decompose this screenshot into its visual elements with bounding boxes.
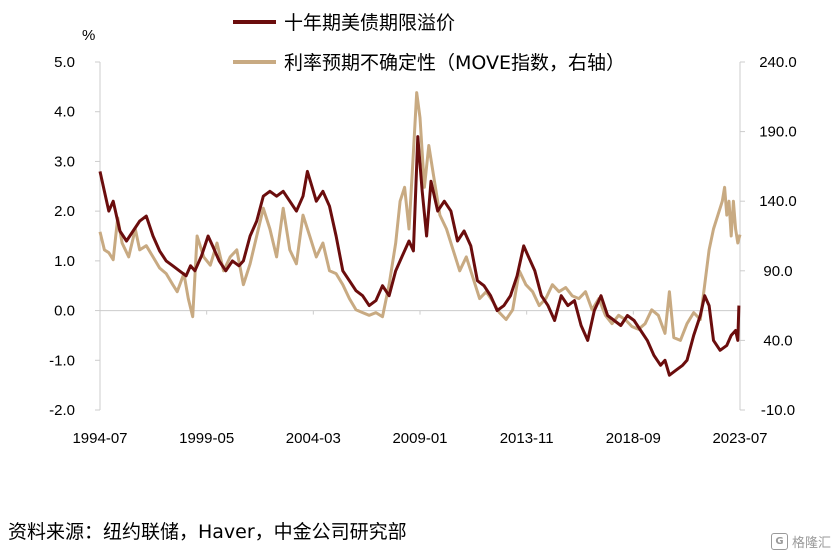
series-lines bbox=[98, 91, 742, 377]
x-tick-label: 2018-09 bbox=[606, 430, 661, 447]
watermark: G 格隆汇 bbox=[770, 532, 831, 551]
left-tick-label: 1.0 bbox=[54, 253, 75, 270]
left-tick-label: 2.0 bbox=[54, 203, 75, 220]
left-tick-label: 0.0 bbox=[54, 303, 75, 320]
left-tick-label: -1.0 bbox=[49, 352, 75, 369]
x-tick-label: 2009-01 bbox=[392, 430, 447, 447]
x-tick-label: 2023-07 bbox=[712, 430, 767, 447]
legend: 十年期美债期限溢价 利率预期不确定性（MOVE指数，右轴） bbox=[233, 12, 625, 74]
series-line-term-premium bbox=[98, 135, 741, 377]
right-tick-label: 140.0 bbox=[759, 193, 797, 210]
watermark-logo-icon: G bbox=[770, 533, 788, 550]
x-tick-label: 1994-07 bbox=[72, 430, 127, 447]
left-tick-label: -2.0 bbox=[49, 402, 75, 419]
x-tick-label: 1999-05 bbox=[179, 430, 234, 447]
left-tick-label: 4.0 bbox=[54, 104, 75, 121]
legend-label-move-index: 利率预期不确定性（MOVE指数，右轴） bbox=[284, 52, 625, 74]
right-tick-label: 40.0 bbox=[763, 332, 792, 349]
series-line-move-index bbox=[98, 91, 742, 342]
watermark-text: 格隆汇 bbox=[791, 536, 831, 551]
right-tick-label: 240.0 bbox=[759, 54, 797, 71]
x-tick-label: 2004-03 bbox=[286, 430, 341, 447]
right-tick-label: -10.0 bbox=[761, 402, 795, 419]
right-tick-label: 190.0 bbox=[759, 124, 797, 141]
legend-label-term-premium: 十年期美债期限溢价 bbox=[284, 12, 455, 34]
source-note: 资料来源：纽约联储，Haver，中金公司研究部 bbox=[8, 521, 407, 543]
axes: 5.0 4.0 3.0 2.0 1.0 0.0 -1.0 -2.0 240.0 190.0 140.… bbox=[49, 54, 797, 447]
left-tick-label: 3.0 bbox=[54, 153, 75, 170]
x-tick-label: 2013-11 bbox=[500, 430, 554, 447]
right-tick-label: 90.0 bbox=[763, 263, 792, 280]
left-axis-unit-label: % bbox=[82, 27, 95, 44]
left-tick-label: 5.0 bbox=[54, 54, 75, 71]
